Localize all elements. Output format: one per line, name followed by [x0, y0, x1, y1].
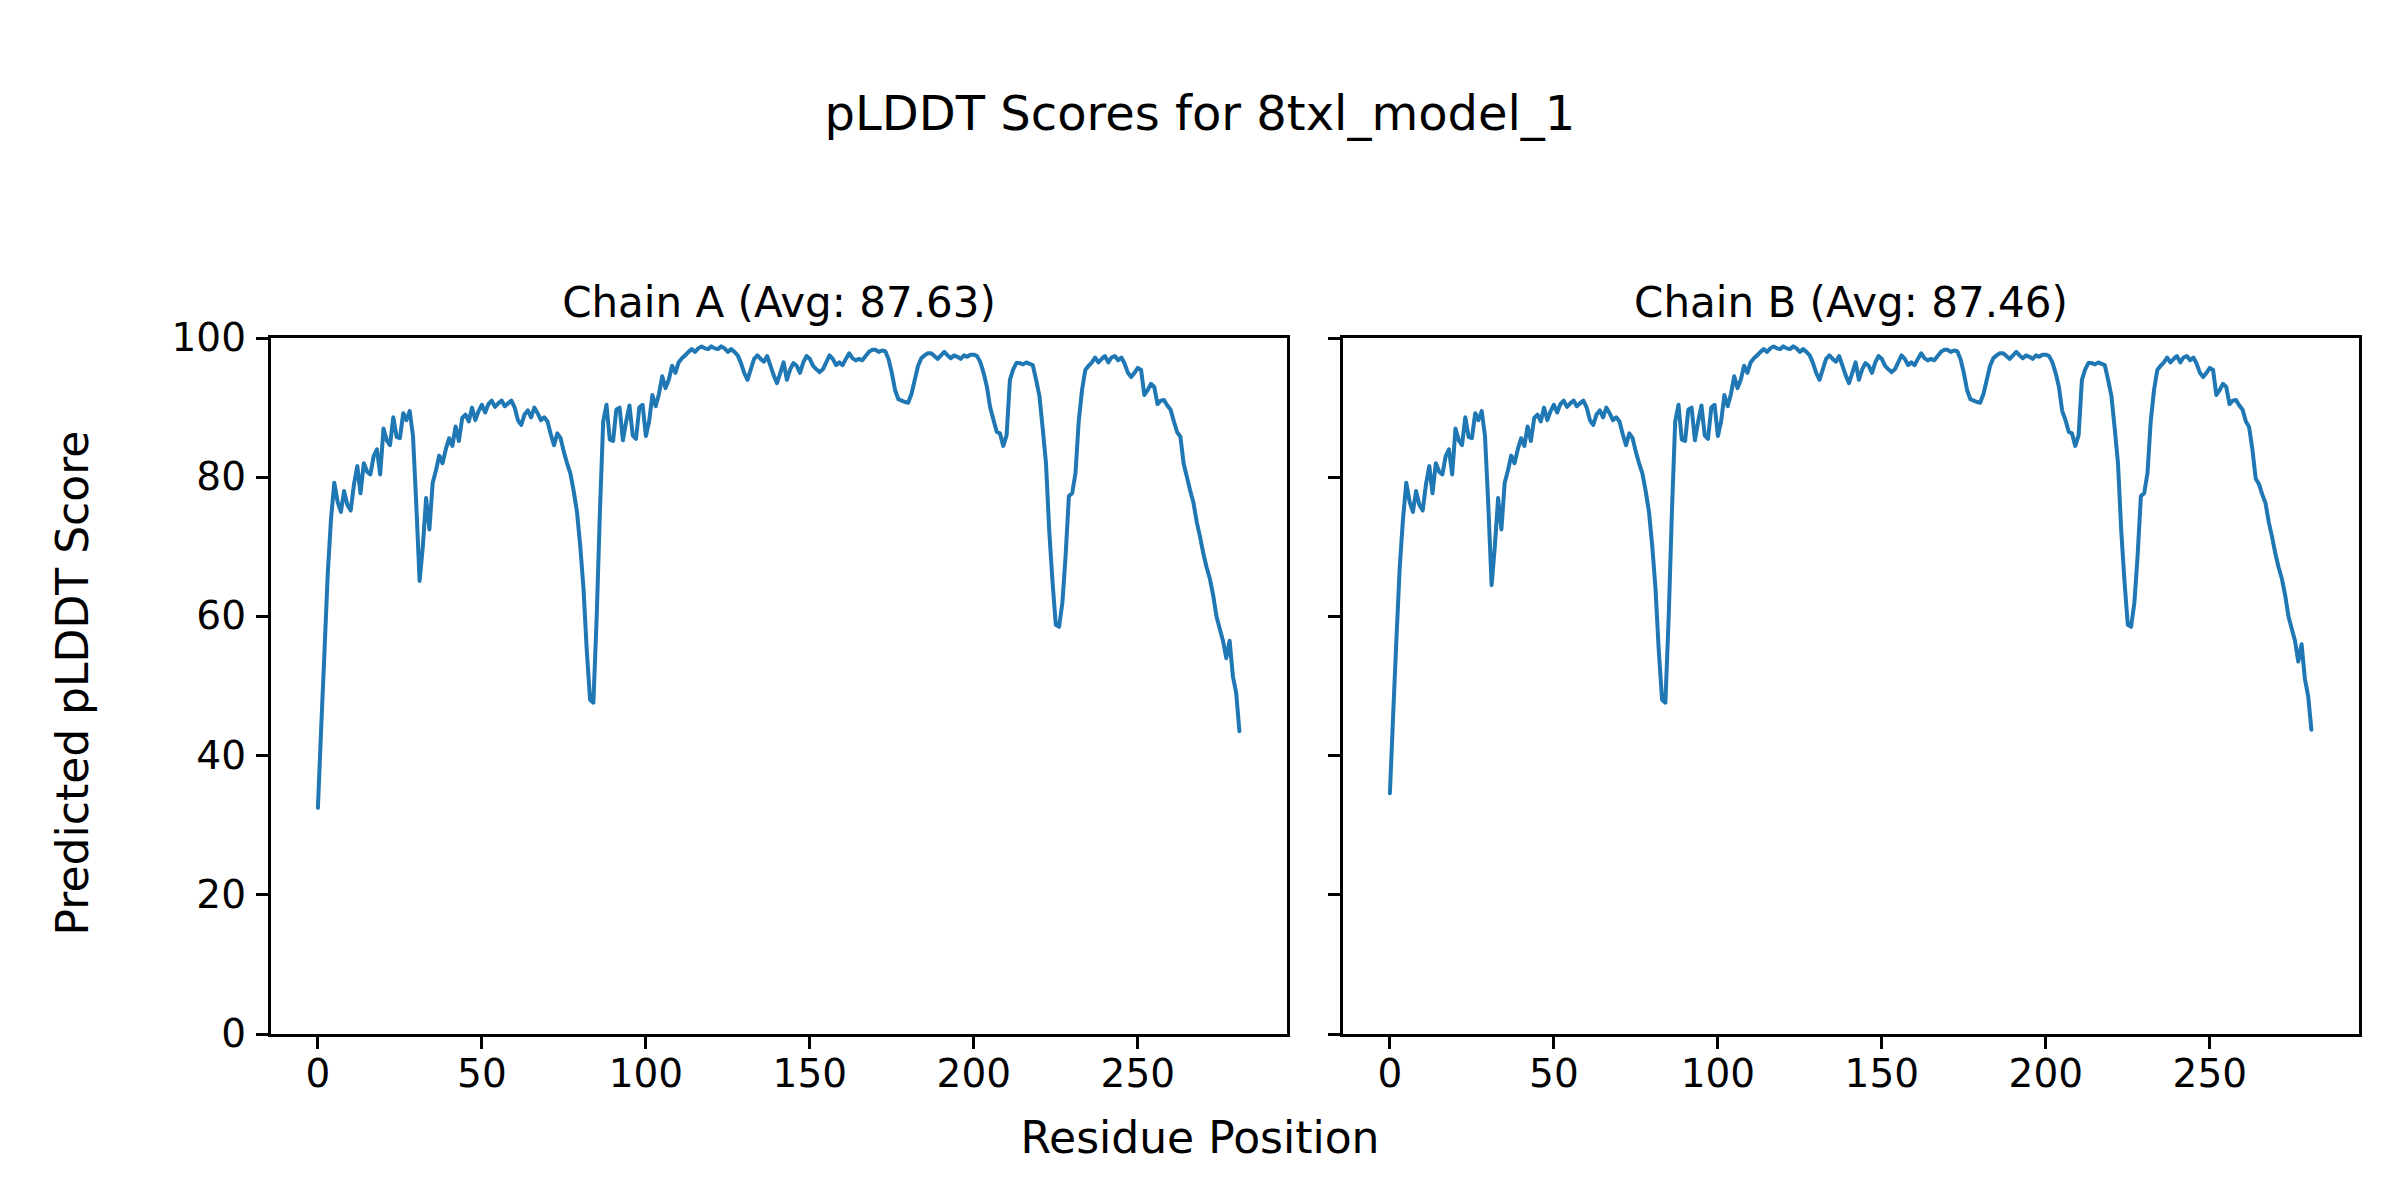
y-axis-label: Predicted pLDDT Score [49, 335, 97, 1032]
y-tick-label: 0 [106, 1010, 246, 1058]
x-tick-label: 100 [1638, 1052, 1798, 1097]
x-tick-label: 0 [1310, 1052, 1470, 1097]
x-tick-mark [1552, 1037, 1555, 1049]
x-tick-mark [2208, 1037, 2211, 1049]
chain-b-subplot: Chain B (Avg: 87.46) 050100150200250 [1340, 335, 2362, 1037]
x-tick-mark [808, 1037, 811, 1049]
chain-b-plddt-line [1390, 346, 2311, 793]
y-tick-mark [256, 615, 268, 618]
y-tick-mark [256, 476, 268, 479]
y-tick-mark [1328, 893, 1340, 896]
x-tick-label: 150 [1802, 1052, 1962, 1097]
chain-a-plddt-line [318, 346, 1240, 807]
y-tick-mark [1328, 615, 1340, 618]
figure-title: pLDDT Scores for 8txl_model_1 [0, 85, 2400, 143]
x-axis-label: Residue Position [0, 1112, 2400, 1165]
x-tick-label: 250 [2130, 1052, 2290, 1097]
y-tick-label: 60 [106, 592, 246, 640]
x-tick-label: 100 [566, 1052, 726, 1097]
x-tick-label: 250 [1058, 1052, 1218, 1097]
y-tick-mark [256, 1033, 268, 1036]
x-tick-mark [2044, 1037, 2047, 1049]
chain-a-line-chart [271, 338, 1287, 1034]
figure: pLDDT Scores for 8txl_model_1 Predicted … [0, 0, 2400, 1200]
x-tick-label: 150 [730, 1052, 890, 1097]
x-tick-mark [1880, 1037, 1883, 1049]
y-tick-mark [256, 893, 268, 896]
x-tick-mark [644, 1037, 647, 1049]
x-tick-mark [1136, 1037, 1139, 1049]
x-tick-mark [972, 1037, 975, 1049]
chain-b-line-chart [1343, 338, 2359, 1034]
x-tick-mark [316, 1037, 319, 1049]
x-tick-label: 0 [238, 1052, 398, 1097]
y-tick-label: 100 [106, 314, 246, 362]
y-tick-label: 40 [106, 732, 246, 780]
y-tick-mark [1328, 754, 1340, 757]
y-tick-mark [256, 337, 268, 340]
x-tick-label: 50 [1474, 1052, 1634, 1097]
x-tick-label: 200 [1966, 1052, 2126, 1097]
x-tick-label: 200 [894, 1052, 1054, 1097]
y-tick-mark [1328, 476, 1340, 479]
chain-b-title: Chain B (Avg: 87.46) [1343, 278, 2359, 328]
y-tick-mark [256, 754, 268, 757]
chain-a-title: Chain A (Avg: 87.63) [271, 278, 1287, 328]
x-tick-mark [1388, 1037, 1391, 1049]
x-tick-mark [480, 1037, 483, 1049]
y-tick-label: 20 [106, 871, 246, 919]
y-tick-mark [1328, 337, 1340, 340]
y-tick-mark [1328, 1033, 1340, 1036]
x-tick-mark [1716, 1037, 1719, 1049]
chain-a-subplot: Chain A (Avg: 87.63) 0501001502002500204… [268, 335, 1290, 1037]
x-tick-label: 50 [402, 1052, 562, 1097]
y-tick-label: 80 [106, 453, 246, 501]
